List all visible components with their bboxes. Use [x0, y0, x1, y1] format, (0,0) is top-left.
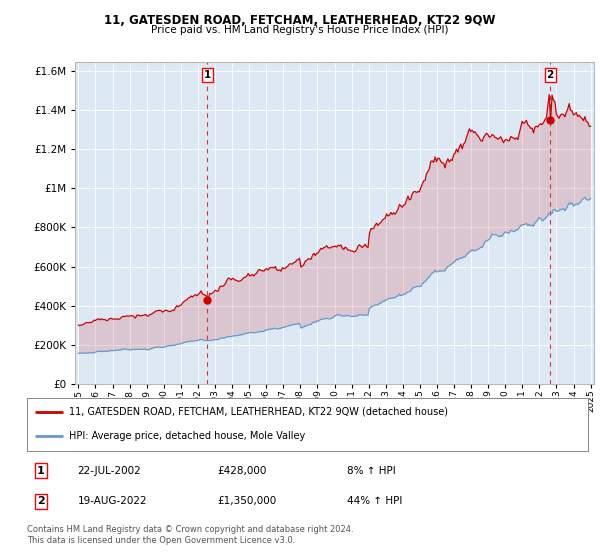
Text: 2: 2: [547, 69, 554, 80]
Text: 22-JUL-2002: 22-JUL-2002: [77, 465, 141, 475]
Text: £428,000: £428,000: [218, 465, 267, 475]
Text: 8% ↑ HPI: 8% ↑ HPI: [347, 465, 395, 475]
Text: 44% ↑ HPI: 44% ↑ HPI: [347, 496, 402, 506]
Text: Price paid vs. HM Land Registry's House Price Index (HPI): Price paid vs. HM Land Registry's House …: [151, 25, 449, 35]
Text: 11, GATESDEN ROAD, FETCHAM, LEATHERHEAD, KT22 9QW: 11, GATESDEN ROAD, FETCHAM, LEATHERHEAD,…: [104, 14, 496, 27]
Text: 11, GATESDEN ROAD, FETCHAM, LEATHERHEAD, KT22 9QW (detached house): 11, GATESDEN ROAD, FETCHAM, LEATHERHEAD,…: [69, 407, 448, 417]
Text: Contains HM Land Registry data © Crown copyright and database right 2024.
This d: Contains HM Land Registry data © Crown c…: [27, 525, 353, 545]
Text: £1,350,000: £1,350,000: [218, 496, 277, 506]
Text: 2: 2: [37, 496, 45, 506]
Text: 1: 1: [203, 69, 211, 80]
Text: HPI: Average price, detached house, Mole Valley: HPI: Average price, detached house, Mole…: [69, 431, 305, 441]
Text: 1: 1: [37, 465, 45, 475]
Text: 19-AUG-2022: 19-AUG-2022: [77, 496, 147, 506]
